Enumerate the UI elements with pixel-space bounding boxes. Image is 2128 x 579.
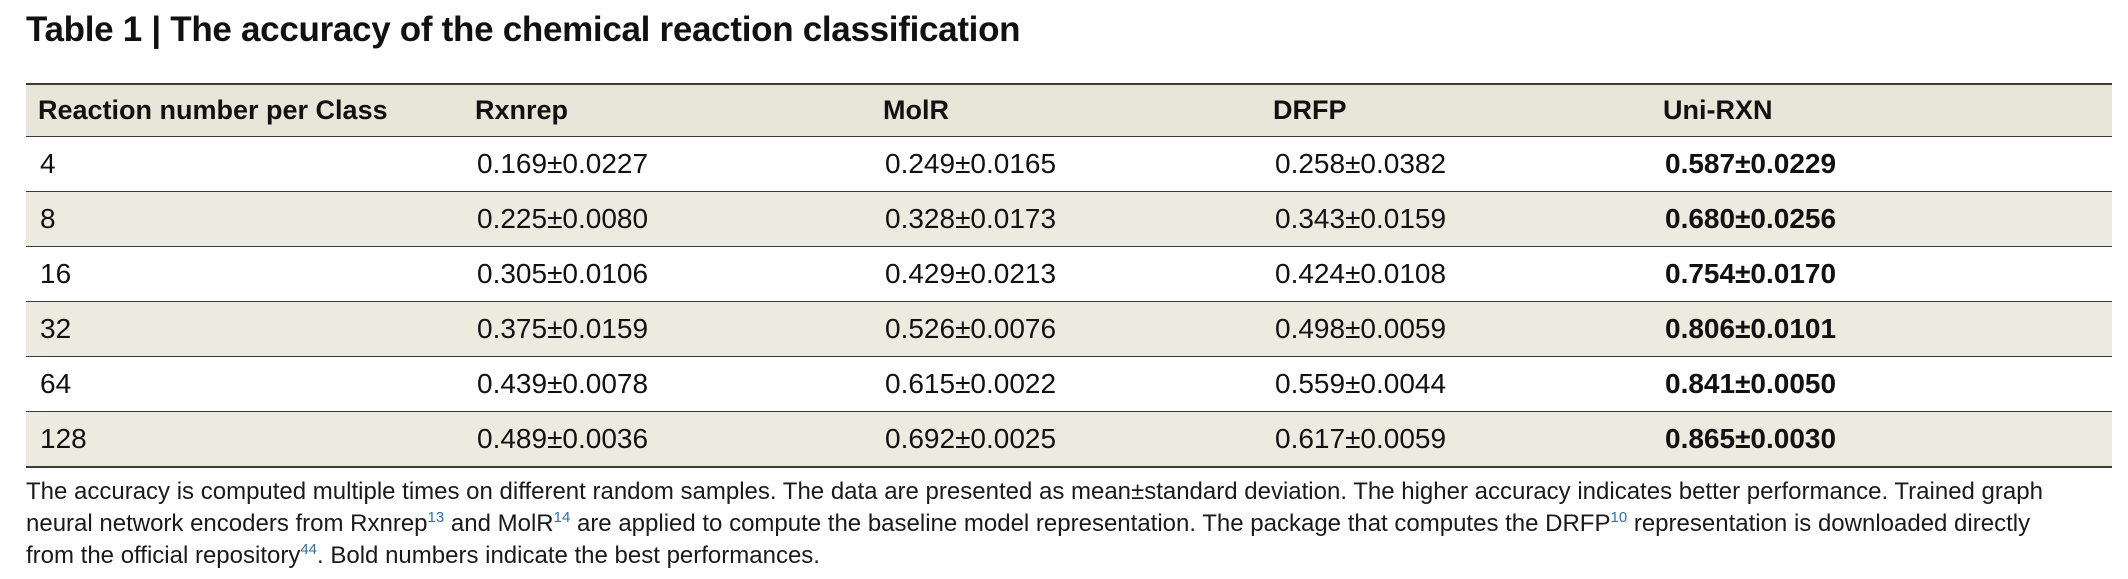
cell-molr: 0.615±0.0022	[871, 356, 1261, 412]
cell-reaction-number: 4	[26, 136, 463, 192]
header-drfp: DRFP	[1273, 95, 1347, 125]
cell-molr: 0.429±0.0213	[871, 246, 1261, 302]
caption-text: . Bold numbers indicate the best perform…	[317, 542, 820, 569]
table-row: 128 0.489±0.0036 0.692±0.0025 0.617±0.00…	[26, 411, 2112, 468]
reference-link-drfp[interactable]: 10	[1610, 509, 1628, 526]
cell-uni-rxn-best: 0.680±0.0256	[1651, 191, 2112, 247]
table-header: Reaction number per Class Rxnrep MolR DR…	[26, 84, 2112, 137]
cell-drfp: 0.343±0.0159	[1261, 191, 1651, 247]
header-reaction-number: Reaction number per Class	[38, 95, 388, 125]
table-row: 16 0.305±0.0106 0.429±0.0213 0.424±0.010…	[26, 246, 2112, 302]
cell-molr: 0.328±0.0173	[871, 191, 1261, 247]
cell-rxnrep: 0.489±0.0036	[463, 411, 871, 468]
header-row: Reaction number per Class Rxnrep MolR DR…	[26, 84, 2112, 137]
cell-rxnrep: 0.225±0.0080	[463, 191, 871, 247]
cell-drfp: 0.258±0.0382	[1261, 136, 1651, 192]
reference-link-molr[interactable]: 14	[553, 509, 571, 526]
cell-drfp: 0.617±0.0059	[1261, 411, 1651, 468]
cell-reaction-number: 16	[26, 246, 463, 302]
caption-text: and MolR	[444, 510, 554, 537]
header-molr: MolR	[883, 95, 949, 125]
cell-molr: 0.526±0.0076	[871, 301, 1261, 357]
table-row: 32 0.375±0.0159 0.526±0.0076 0.498±0.005…	[26, 301, 2112, 357]
cell-rxnrep: 0.439±0.0078	[463, 356, 871, 412]
cell-uni-rxn-best: 0.806±0.0101	[1651, 301, 2112, 357]
cell-uni-rxn-best: 0.587±0.0229	[1651, 136, 2112, 192]
table-body: 4 0.169±0.0227 0.249±0.0165 0.258±0.0382…	[26, 136, 2112, 468]
caption-text: from the official repository	[26, 542, 301, 569]
caption-line-3: from the official repository44. Bold num…	[26, 540, 2116, 572]
table-title: Table 1 | The accuracy of the chemical r…	[26, 10, 1021, 49]
results-table: Reaction number per Class Rxnrep MolR DR…	[26, 83, 2112, 468]
reference-link-rxnrep[interactable]: 13	[427, 509, 445, 526]
table-row: 4 0.169±0.0227 0.249±0.0165 0.258±0.0382…	[26, 136, 2112, 192]
cell-rxnrep: 0.305±0.0106	[463, 246, 871, 302]
header-uni-rxn: Uni-RXN	[1663, 95, 1773, 125]
caption-text: are applied to compute the baseline mode…	[570, 510, 1611, 537]
header-rxnrep: Rxnrep	[475, 95, 569, 125]
cell-reaction-number: 32	[26, 301, 463, 357]
cell-rxnrep: 0.169±0.0227	[463, 136, 871, 192]
caption-line-1: The accuracy is computed multiple times …	[26, 476, 2116, 508]
caption-text: neural network encoders from Rxnrep	[26, 510, 428, 537]
cell-reaction-number: 128	[26, 411, 463, 468]
table-row: 64 0.439±0.0078 0.615±0.0022 0.559±0.004…	[26, 356, 2112, 412]
cell-drfp: 0.498±0.0059	[1261, 301, 1651, 357]
caption-line-2: neural network encoders from Rxnrep13 an…	[26, 508, 2116, 540]
reference-link-repository[interactable]: 44	[300, 541, 318, 558]
cell-drfp: 0.424±0.0108	[1261, 246, 1651, 302]
table-row: 8 0.225±0.0080 0.328±0.0173 0.343±0.0159…	[26, 191, 2112, 247]
cell-reaction-number: 8	[26, 191, 463, 247]
caption-text: The accuracy is computed multiple times …	[26, 478, 2043, 505]
cell-uni-rxn-best: 0.841±0.0050	[1651, 356, 2112, 412]
cell-molr: 0.692±0.0025	[871, 411, 1261, 468]
caption-text: representation is downloaded directly	[1627, 510, 2031, 537]
cell-molr: 0.249±0.0165	[871, 136, 1261, 192]
table-caption: The accuracy is computed multiple times …	[26, 476, 2116, 572]
cell-uni-rxn-best: 0.865±0.0030	[1651, 411, 2112, 468]
results-table-container: Reaction number per Class Rxnrep MolR DR…	[26, 83, 2112, 468]
cell-reaction-number: 64	[26, 356, 463, 412]
cell-drfp: 0.559±0.0044	[1261, 356, 1651, 412]
cell-uni-rxn-best: 0.754±0.0170	[1651, 246, 2112, 302]
cell-rxnrep: 0.375±0.0159	[463, 301, 871, 357]
